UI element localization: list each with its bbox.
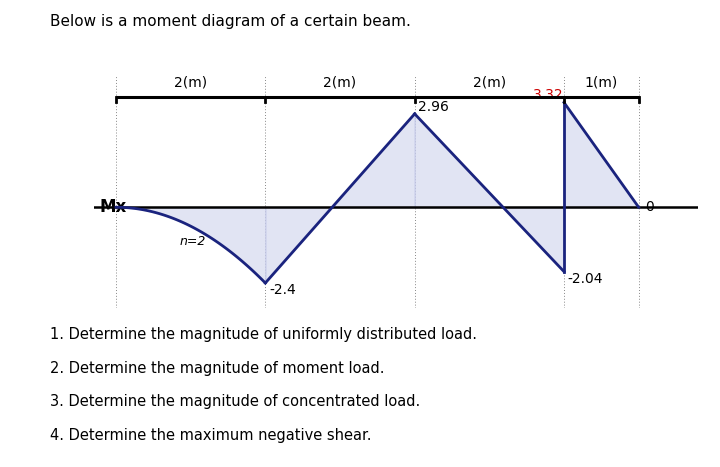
Text: 2(m): 2(m) <box>174 76 207 90</box>
Text: 0: 0 <box>644 200 653 214</box>
Text: 2(m): 2(m) <box>323 76 356 90</box>
Text: 1(m): 1(m) <box>585 76 618 90</box>
Text: Mx: Mx <box>99 198 127 216</box>
Text: -2.04: -2.04 <box>568 272 603 286</box>
Text: 2. Determine the magnitude of moment load.: 2. Determine the magnitude of moment loa… <box>50 361 385 375</box>
Text: 2.96: 2.96 <box>418 100 449 114</box>
Text: 4. Determine the maximum negative shear.: 4. Determine the maximum negative shear. <box>50 428 372 443</box>
Text: Below is a moment diagram of a certain beam.: Below is a moment diagram of a certain b… <box>50 14 411 29</box>
Text: n=2: n=2 <box>179 235 206 248</box>
Text: 3. Determine the magnitude of concentrated load.: 3. Determine the magnitude of concentrat… <box>50 394 420 409</box>
Text: 2(m): 2(m) <box>473 76 506 90</box>
Text: -2.4: -2.4 <box>269 283 296 297</box>
Text: 1. Determine the magnitude of uniformly distributed load.: 1. Determine the magnitude of uniformly … <box>50 327 477 342</box>
Text: 3.32: 3.32 <box>534 88 564 102</box>
